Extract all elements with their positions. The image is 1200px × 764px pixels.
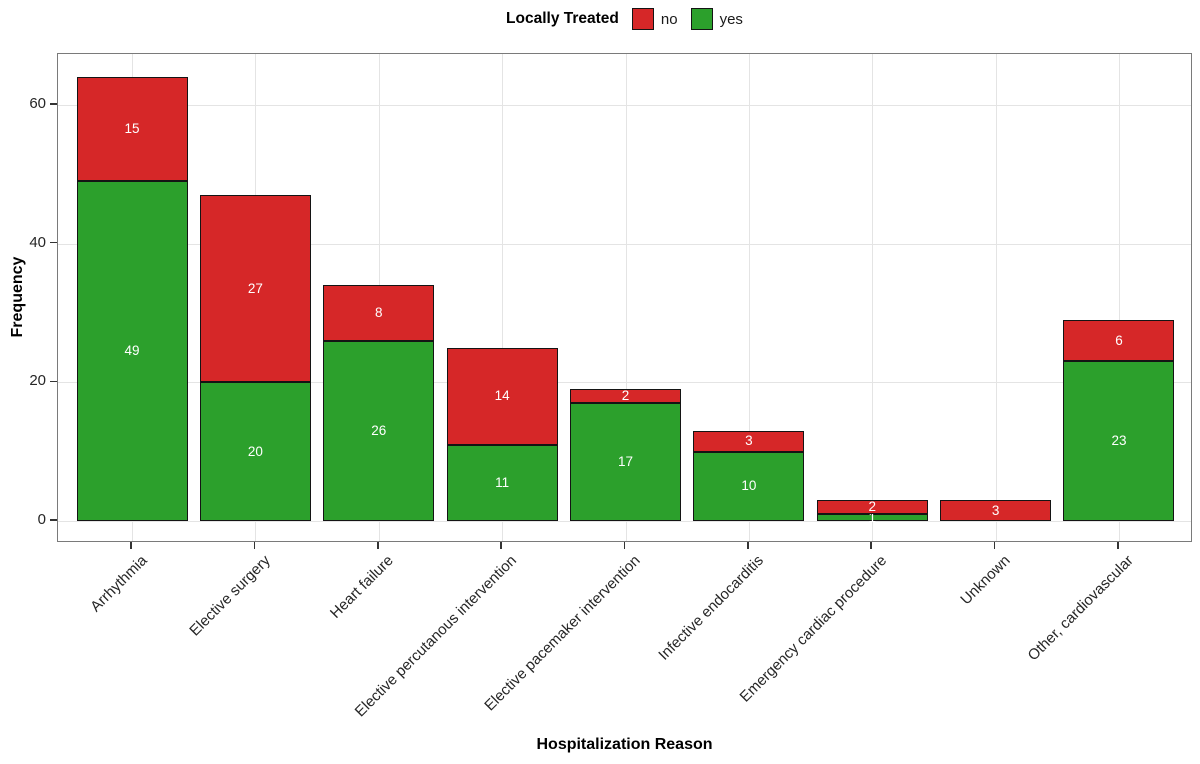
bar-segment-yes	[446, 444, 558, 521]
bar-segment-yes	[199, 382, 311, 521]
x-axis-tick-label: Unknown	[957, 552, 1014, 609]
bar-value-label: 3	[991, 502, 1000, 518]
bar-segment-no	[323, 285, 435, 341]
x-axis-tick	[623, 542, 626, 549]
bar-value-label: 49	[124, 343, 140, 359]
legend-label-yes: yes	[719, 10, 743, 28]
x-axis-tick-label: Infective endocarditis	[655, 552, 767, 664]
bar-segment-yes	[693, 451, 805, 521]
x-axis-tick-label: Heart failure	[326, 552, 397, 622]
gridline-horizontal	[58, 382, 1191, 384]
gridline-vertical	[995, 54, 997, 541]
bar-segment-no	[446, 347, 558, 445]
bar-value-label: 10	[741, 478, 757, 494]
bar-segment-yes	[569, 403, 681, 521]
bar-segment-no	[76, 77, 188, 182]
legend-label-no: no	[660, 10, 678, 28]
x-axis-tick	[747, 542, 749, 549]
bar-value-label: 26	[371, 422, 387, 438]
x-axis-tick-label: Elective surgery	[185, 552, 274, 640]
y-axis-title: Frequency	[9, 256, 26, 338]
bar-segment-no	[199, 194, 311, 383]
y-axis-tick	[50, 519, 57, 521]
chart-legend: Locally Treated no yes	[57, 3, 1192, 35]
bar-value-label: 3	[745, 433, 753, 449]
bar-segment-no	[569, 389, 681, 404]
bar-value-label: 23	[1111, 433, 1127, 449]
legend-title: Locally Treated	[506, 10, 619, 27]
x-axis-tick	[993, 542, 996, 549]
bar-value-label: 14	[494, 388, 510, 404]
bar-value-label: 17	[617, 454, 634, 470]
legend-swatch-yes	[690, 8, 713, 30]
gridline-horizontal	[58, 243, 1191, 245]
x-axis-tick-label: Other, cardiovascular	[1024, 552, 1138, 665]
y-axis-tick	[50, 103, 57, 105]
bar-segment-no	[816, 500, 928, 515]
bar-segment-yes	[1063, 361, 1175, 521]
y-axis-tick-label: 0	[37, 511, 46, 528]
gridline-horizontal	[58, 104, 1191, 106]
y-axis-tick-label: 20	[29, 372, 46, 390]
bar-value-label: 8	[374, 304, 383, 320]
bar-segment-yes	[76, 181, 188, 521]
bar-value-label: 11	[495, 474, 510, 490]
bar-segment-yes	[816, 514, 928, 521]
bar-value-label: 1	[868, 509, 876, 525]
gridline-vertical	[872, 54, 874, 541]
x-axis-title: Hospitalization Reason	[536, 736, 713, 753]
legend-entry-yes: yes	[690, 8, 743, 30]
gridline-vertical	[625, 54, 627, 541]
bar-segment-no	[1063, 319, 1175, 362]
x-axis-tick	[130, 542, 132, 549]
y-axis-tick	[50, 380, 57, 382]
bar-value-label: 20	[247, 443, 263, 459]
x-axis-tick	[253, 542, 256, 549]
bar-value-label: 15	[124, 121, 140, 137]
bar-value-label: 6	[1115, 332, 1123, 348]
x-axis-tick-label: Arrhythmia	[86, 552, 151, 616]
bar-segment-no	[940, 500, 1052, 521]
x-axis-tick-label: Emergency cardiac procedure	[736, 552, 891, 706]
gridline-vertical	[748, 54, 750, 541]
legend-entry-no: no	[631, 8, 678, 30]
x-axis-tick	[500, 542, 502, 549]
bar-value-label: 2	[621, 388, 630, 404]
bar-segment-yes	[323, 340, 435, 521]
y-axis-tick-label: 60	[29, 94, 46, 112]
y-axis-tick	[50, 241, 57, 244]
bar-value-label: 27	[247, 280, 263, 296]
bar-value-label: 2	[868, 499, 876, 515]
y-axis-tick-label: 40	[29, 233, 46, 251]
legend-swatch-no	[631, 8, 654, 30]
bar-segment-no	[693, 430, 805, 452]
gridline-vertical	[502, 54, 504, 541]
gridline-horizontal	[58, 521, 1191, 522]
gridline-vertical	[1118, 54, 1120, 541]
plot-panel: 49 15 20 27 26 8 11 14 17 2 10 3 1 2 3 23 6	[57, 53, 1192, 542]
x-axis-tick	[870, 542, 872, 549]
x-axis-tick	[1117, 542, 1119, 549]
x-axis-tick	[377, 542, 379, 549]
